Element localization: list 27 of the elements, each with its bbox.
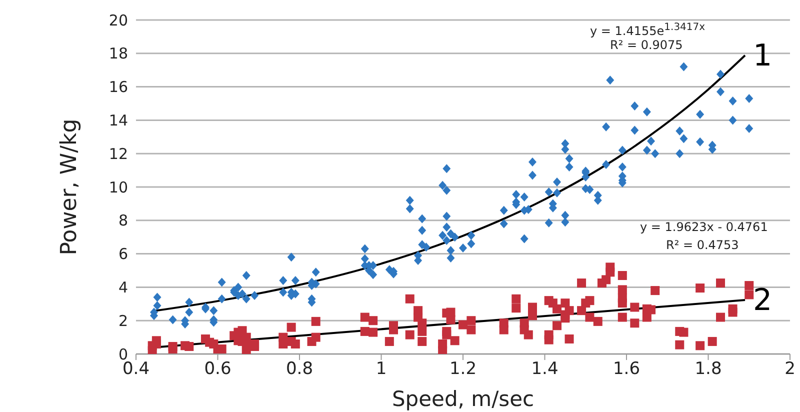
- y-tick-label: 20: [108, 11, 128, 30]
- x-tick-label: 1.6: [612, 359, 640, 380]
- x-tick-label: 1.2: [449, 359, 477, 380]
- x-tick-label: 0.6: [204, 359, 232, 380]
- annotation: R² = 0.4753: [666, 238, 739, 252]
- annotation: y = 1.4155e$^{1.3417x}$: [590, 22, 706, 38]
- x-tick-label: 0.8: [286, 359, 314, 380]
- annotation: R² = 0.9075: [610, 38, 683, 52]
- y-tick-label: 12: [108, 144, 128, 163]
- series-label: 2: [753, 283, 772, 318]
- y-tick-label: 2: [118, 312, 128, 330]
- y-tick-label: 6: [118, 245, 128, 264]
- y-tick-label: 10: [108, 178, 128, 196]
- y-axis-title: Power, W/kg: [56, 118, 82, 256]
- series-label: 1: [753, 38, 772, 74]
- x-tick-label: 0.4: [122, 359, 150, 380]
- annotation: y = 1.9623x - 0.4761: [640, 220, 768, 234]
- y-tick-label: 16: [108, 78, 128, 96]
- x-tick-label: 2: [784, 359, 796, 380]
- y-tick-label: 4: [118, 278, 128, 297]
- x-tick-label: 1.8: [694, 359, 722, 380]
- y-tick-label: 14: [108, 112, 128, 130]
- x-axis-title: Speed, m/sec: [392, 387, 534, 411]
- x-tick-label: 1.4: [531, 359, 558, 380]
- y-tick-label: 8: [118, 212, 128, 230]
- x-tick-label: 1: [376, 359, 387, 380]
- y-tick-label: 18: [108, 44, 128, 63]
